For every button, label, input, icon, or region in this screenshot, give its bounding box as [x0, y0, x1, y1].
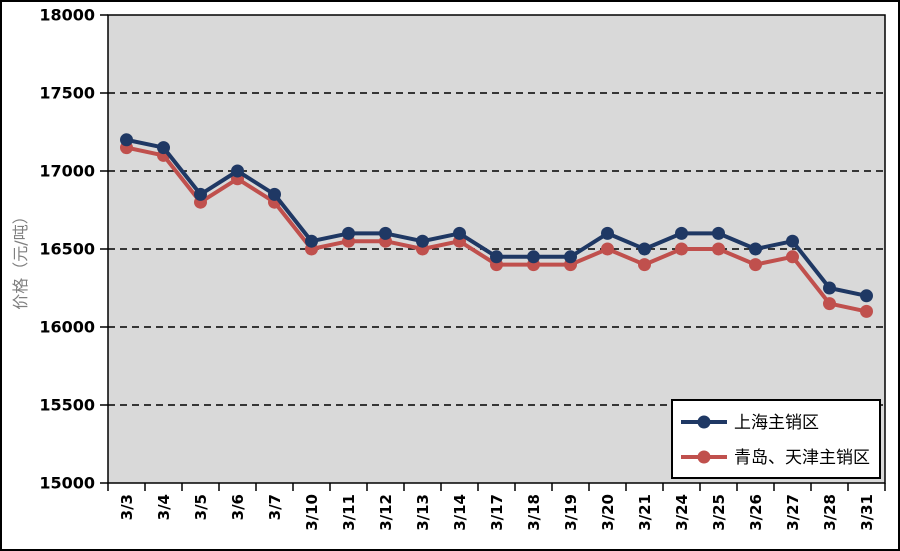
x-axis-tick-label-3-7: 3/7 — [266, 494, 284, 520]
series-0-marker-3-21 — [638, 242, 651, 256]
series-1-marker-3-25 — [712, 242, 725, 256]
series-0-marker-3-14 — [453, 226, 466, 240]
x-axis-tick-label-3-18: 3/18 — [525, 494, 543, 531]
series-1-marker-3-24 — [675, 242, 688, 256]
series-0-marker-3-20 — [601, 226, 614, 240]
series-0-marker-3-24 — [675, 226, 688, 240]
series-1-marker-3-27 — [786, 250, 799, 264]
series-0-marker-3-28 — [823, 281, 836, 295]
series-1-marker-3-21 — [638, 258, 651, 272]
series-0-marker-3-25 — [712, 226, 725, 240]
series-0-marker-3-7 — [268, 187, 281, 201]
series-0-marker-3-6 — [231, 164, 244, 178]
x-axis-tick-label-3-11: 3/11 — [340, 494, 358, 531]
legend-marker-0 — [697, 415, 711, 429]
x-axis-tick-label-3-3: 3/3 — [118, 494, 136, 520]
x-axis-tick-label-3-20: 3/20 — [599, 494, 617, 531]
x-axis-tick-label-3-5: 3/5 — [192, 494, 210, 520]
x-axis-tick-label-3-25: 3/25 — [710, 494, 728, 531]
x-axis-tick-label-3-27: 3/27 — [784, 494, 802, 531]
series-0-marker-3-17 — [490, 250, 503, 264]
legend-box — [671, 399, 881, 479]
y-axis-title: 价格（元/吨） — [11, 208, 30, 309]
x-axis-tick-label-3-24: 3/24 — [673, 494, 691, 531]
y-axis-tick-label-16000: 16000 — [39, 318, 95, 337]
x-axis-tick-label-3-10: 3/10 — [303, 494, 321, 531]
x-axis-tick-label-3-31: 3/31 — [858, 494, 876, 531]
series-0-marker-3-11 — [342, 226, 355, 240]
series-0-marker-3-26 — [749, 242, 762, 256]
x-axis-tick-label-3-6: 3/6 — [229, 494, 247, 520]
x-axis-tick-label-3-13: 3/13 — [414, 494, 432, 531]
x-axis-tick-label-3-14: 3/14 — [451, 494, 469, 531]
series-0-marker-3-19 — [564, 250, 577, 264]
series-0-marker-3-31 — [860, 289, 873, 303]
series-1-marker-3-31 — [860, 304, 873, 318]
y-axis-tick-label-16500: 16500 — [39, 240, 95, 259]
series-1-marker-3-28 — [823, 297, 836, 311]
series-0-marker-3-13 — [416, 234, 429, 248]
y-axis-tick-label-18000: 18000 — [39, 6, 95, 25]
series-0-marker-3-4 — [157, 141, 170, 155]
series-1-marker-3-26 — [749, 258, 762, 272]
x-axis-tick-label-3-28: 3/28 — [821, 494, 839, 531]
x-axis-tick-label-3-17: 3/17 — [488, 494, 506, 531]
x-axis-tick-label-3-4: 3/4 — [155, 494, 173, 520]
series-0-marker-3-12 — [379, 226, 392, 240]
series-0-marker-3-10 — [305, 234, 318, 248]
y-axis-tick-label-17000: 17000 — [39, 162, 95, 181]
legend-label-0: 上海主销区 — [734, 413, 819, 433]
y-axis-tick-label-15500: 15500 — [39, 396, 95, 415]
series-0-marker-3-18 — [527, 250, 540, 264]
x-axis-tick-label-3-26: 3/26 — [747, 494, 765, 531]
x-axis-tick-label-3-19: 3/19 — [562, 494, 580, 531]
y-axis-tick-label-15000: 15000 — [39, 474, 95, 493]
legend-marker-1 — [697, 450, 711, 464]
x-axis-tick-label-3-12: 3/12 — [377, 494, 395, 531]
y-axis-tick-label-17500: 17500 — [39, 84, 95, 103]
x-axis-tick-label-3-21: 3/21 — [636, 494, 654, 531]
series-0-marker-3-27 — [786, 234, 799, 248]
series-0-marker-3-3 — [120, 133, 133, 147]
series-1-marker-3-20 — [601, 242, 614, 256]
legend-label-1: 青岛、天津主销区 — [734, 448, 870, 468]
series-0-marker-3-5 — [194, 187, 207, 201]
